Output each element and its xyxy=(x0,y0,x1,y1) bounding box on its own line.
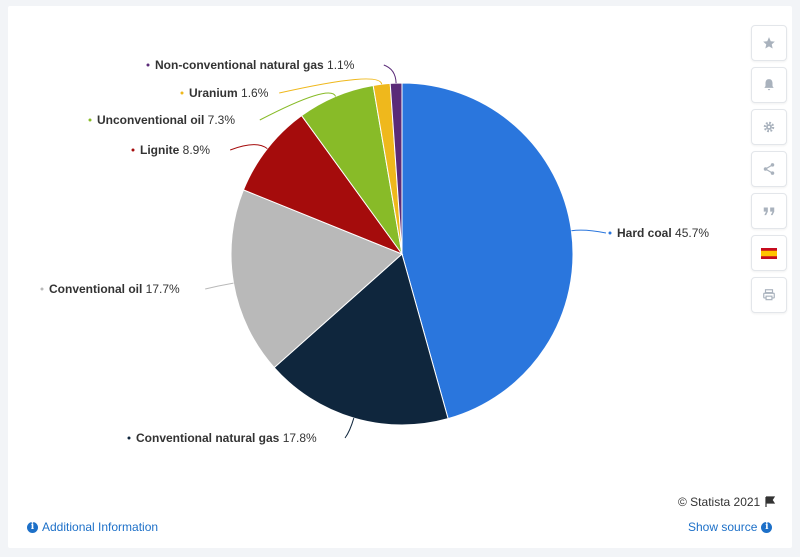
leader-line-lignite xyxy=(230,144,268,151)
slice-value: 7.3% xyxy=(208,113,236,127)
leader-line-non-conventional-natural-gas xyxy=(383,64,397,84)
slice-value: 17.8% xyxy=(283,431,317,445)
slice-value: 17.7% xyxy=(146,282,180,296)
spain-flag-icon xyxy=(761,247,777,259)
language-button[interactable] xyxy=(751,235,787,271)
info-icon: i xyxy=(27,521,38,533)
chart-toolbar xyxy=(751,25,787,313)
settings-button[interactable] xyxy=(751,109,787,145)
share-icon xyxy=(763,163,775,175)
print-button[interactable] xyxy=(751,277,787,313)
legend-dot-conventional-natural-gas xyxy=(127,436,131,440)
bell-icon xyxy=(764,79,774,91)
pie-slice-conventional-natural-gas[interactable] xyxy=(273,253,449,426)
data-label-lignite: Lignite 8.9% xyxy=(140,143,210,157)
copyright-text: © Statista 2021 xyxy=(678,495,761,509)
legend-dot-lignite xyxy=(131,148,135,152)
slice-label: Unconventional oil xyxy=(97,113,208,127)
gear-icon xyxy=(763,121,775,133)
pie-chart: Hard coal 45.7% Conventional natural gas … xyxy=(40,58,709,445)
slice-value: 8.9% xyxy=(183,143,211,157)
leader-line-conventional-oil xyxy=(205,282,234,290)
show-source-link[interactable]: Show source i xyxy=(688,520,773,534)
notification-button[interactable] xyxy=(751,67,787,103)
legend-dot-conventional-oil xyxy=(40,287,44,291)
additional-information-label: Additional Information xyxy=(42,520,159,534)
data-label-non-conventional-natural-gas: Non-conventional natural gas 1.1% xyxy=(155,58,355,72)
star-icon xyxy=(763,37,775,49)
pie-slice-lignite[interactable] xyxy=(242,114,404,256)
leader-line-hard-coal xyxy=(571,229,607,234)
legend-dot-unconventional-oil xyxy=(88,118,92,122)
data-label-uranium: Uranium 1.6% xyxy=(189,86,269,100)
legend-dot-hard-coal xyxy=(608,231,612,235)
cite-button[interactable] xyxy=(751,193,787,229)
copyright: © Statista 2021 xyxy=(678,495,776,509)
quote-icon xyxy=(763,207,775,216)
slice-label: Lignite xyxy=(140,143,183,157)
additional-information-link[interactable]: i Additional Information xyxy=(27,520,158,534)
data-label-unconventional-oil: Unconventional oil 7.3% xyxy=(97,113,235,127)
data-label-conventional-natural-gas: Conventional natural gas 17.8% xyxy=(136,431,317,445)
share-button[interactable] xyxy=(751,151,787,187)
print-icon xyxy=(763,289,775,301)
slice-label: Non-conventional natural gas xyxy=(155,58,327,72)
legend-dot-uranium xyxy=(180,91,184,95)
slice-value: 1.6% xyxy=(241,86,269,100)
slice-label: Conventional oil xyxy=(49,282,146,296)
slice-label: Uranium xyxy=(189,86,241,100)
favorite-button[interactable] xyxy=(751,25,787,61)
legend-dot-non-conventional-natural-gas xyxy=(146,63,150,67)
data-label-conventional-oil: Conventional oil 17.7% xyxy=(49,282,180,296)
info-icon: i xyxy=(761,521,773,533)
flag-icon[interactable] xyxy=(764,496,776,508)
slice-label: Hard coal xyxy=(617,226,675,240)
pie-slice-hard-coal[interactable] xyxy=(401,82,574,420)
slice-value: 1.1% xyxy=(327,58,355,72)
pie-slice-conventional-oil[interactable] xyxy=(230,189,403,369)
leader-line-conventional-natural-gas xyxy=(344,417,355,439)
leader-line-unconventional-oil xyxy=(259,92,337,121)
leader-line-uranium xyxy=(279,78,383,94)
slice-value: 45.7% xyxy=(675,226,709,240)
slice-label: Conventional natural gas xyxy=(136,431,283,445)
chart-card: Hard coal 45.7% Conventional natural gas … xyxy=(8,6,792,548)
data-label-hard-coal: Hard coal 45.7% xyxy=(617,226,709,240)
show-source-label: Show source xyxy=(688,520,758,534)
